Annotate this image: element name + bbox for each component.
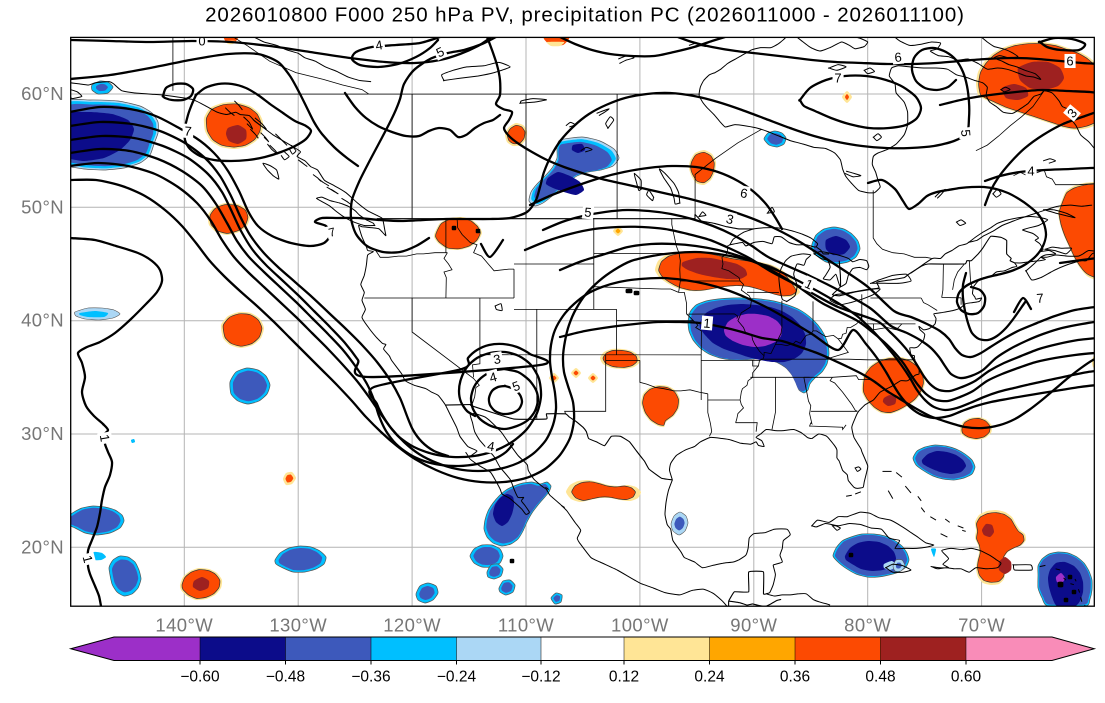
svg-text:120°W: 120°W	[383, 615, 441, 636]
svg-text:70°W: 70°W	[958, 615, 1005, 636]
svg-text:1: 1	[97, 433, 113, 443]
svg-text:50°N: 50°N	[21, 196, 64, 217]
svg-text:−0.36: −0.36	[351, 669, 390, 686]
svg-text:6: 6	[1066, 54, 1073, 69]
svg-text:0: 0	[198, 34, 205, 49]
svg-text:3: 3	[492, 351, 502, 367]
svg-text:140°W: 140°W	[155, 615, 213, 636]
svg-text:2026010800 F000 250 hPa PV, pr: 2026010800 F000 250 hPa PV, precipitatio…	[205, 4, 965, 27]
svg-text:100°W: 100°W	[611, 615, 669, 636]
svg-text:90°W: 90°W	[730, 615, 777, 636]
svg-text:4: 4	[1027, 164, 1034, 179]
svg-text:3: 3	[725, 211, 736, 227]
svg-text:130°W: 130°W	[269, 615, 327, 636]
svg-text:−0.48: −0.48	[266, 669, 305, 686]
svg-text:5: 5	[510, 378, 522, 395]
svg-text:6: 6	[739, 185, 749, 201]
svg-text:60°N: 60°N	[21, 83, 64, 104]
svg-text:5: 5	[958, 129, 974, 138]
svg-text:40°N: 40°N	[21, 310, 64, 331]
svg-text:4: 4	[486, 438, 496, 454]
svg-text:−0.24: −0.24	[437, 669, 477, 686]
svg-text:7: 7	[327, 225, 337, 240]
svg-text:0.12: 0.12	[609, 669, 639, 686]
svg-text:20°N: 20°N	[21, 536, 64, 557]
svg-text:80°W: 80°W	[844, 615, 891, 636]
svg-text:7: 7	[834, 71, 841, 86]
svg-text:110°W: 110°W	[498, 615, 554, 636]
svg-text:1: 1	[80, 554, 96, 565]
svg-text:5: 5	[584, 204, 593, 220]
svg-text:30°N: 30°N	[21, 423, 64, 444]
svg-text:4: 4	[374, 37, 384, 53]
svg-text:−0.60: −0.60	[180, 669, 220, 686]
svg-text:4: 4	[488, 369, 499, 385]
svg-text:0.24: 0.24	[694, 669, 725, 686]
svg-text:−0.12: −0.12	[521, 669, 560, 686]
svg-text:7: 7	[184, 123, 193, 139]
svg-text:6: 6	[894, 49, 903, 65]
svg-text:0.48: 0.48	[865, 669, 895, 686]
svg-text:7: 7	[1036, 290, 1045, 306]
svg-text:1: 1	[703, 315, 712, 331]
svg-text:0.36: 0.36	[780, 669, 810, 686]
svg-text:0.60: 0.60	[951, 669, 982, 686]
